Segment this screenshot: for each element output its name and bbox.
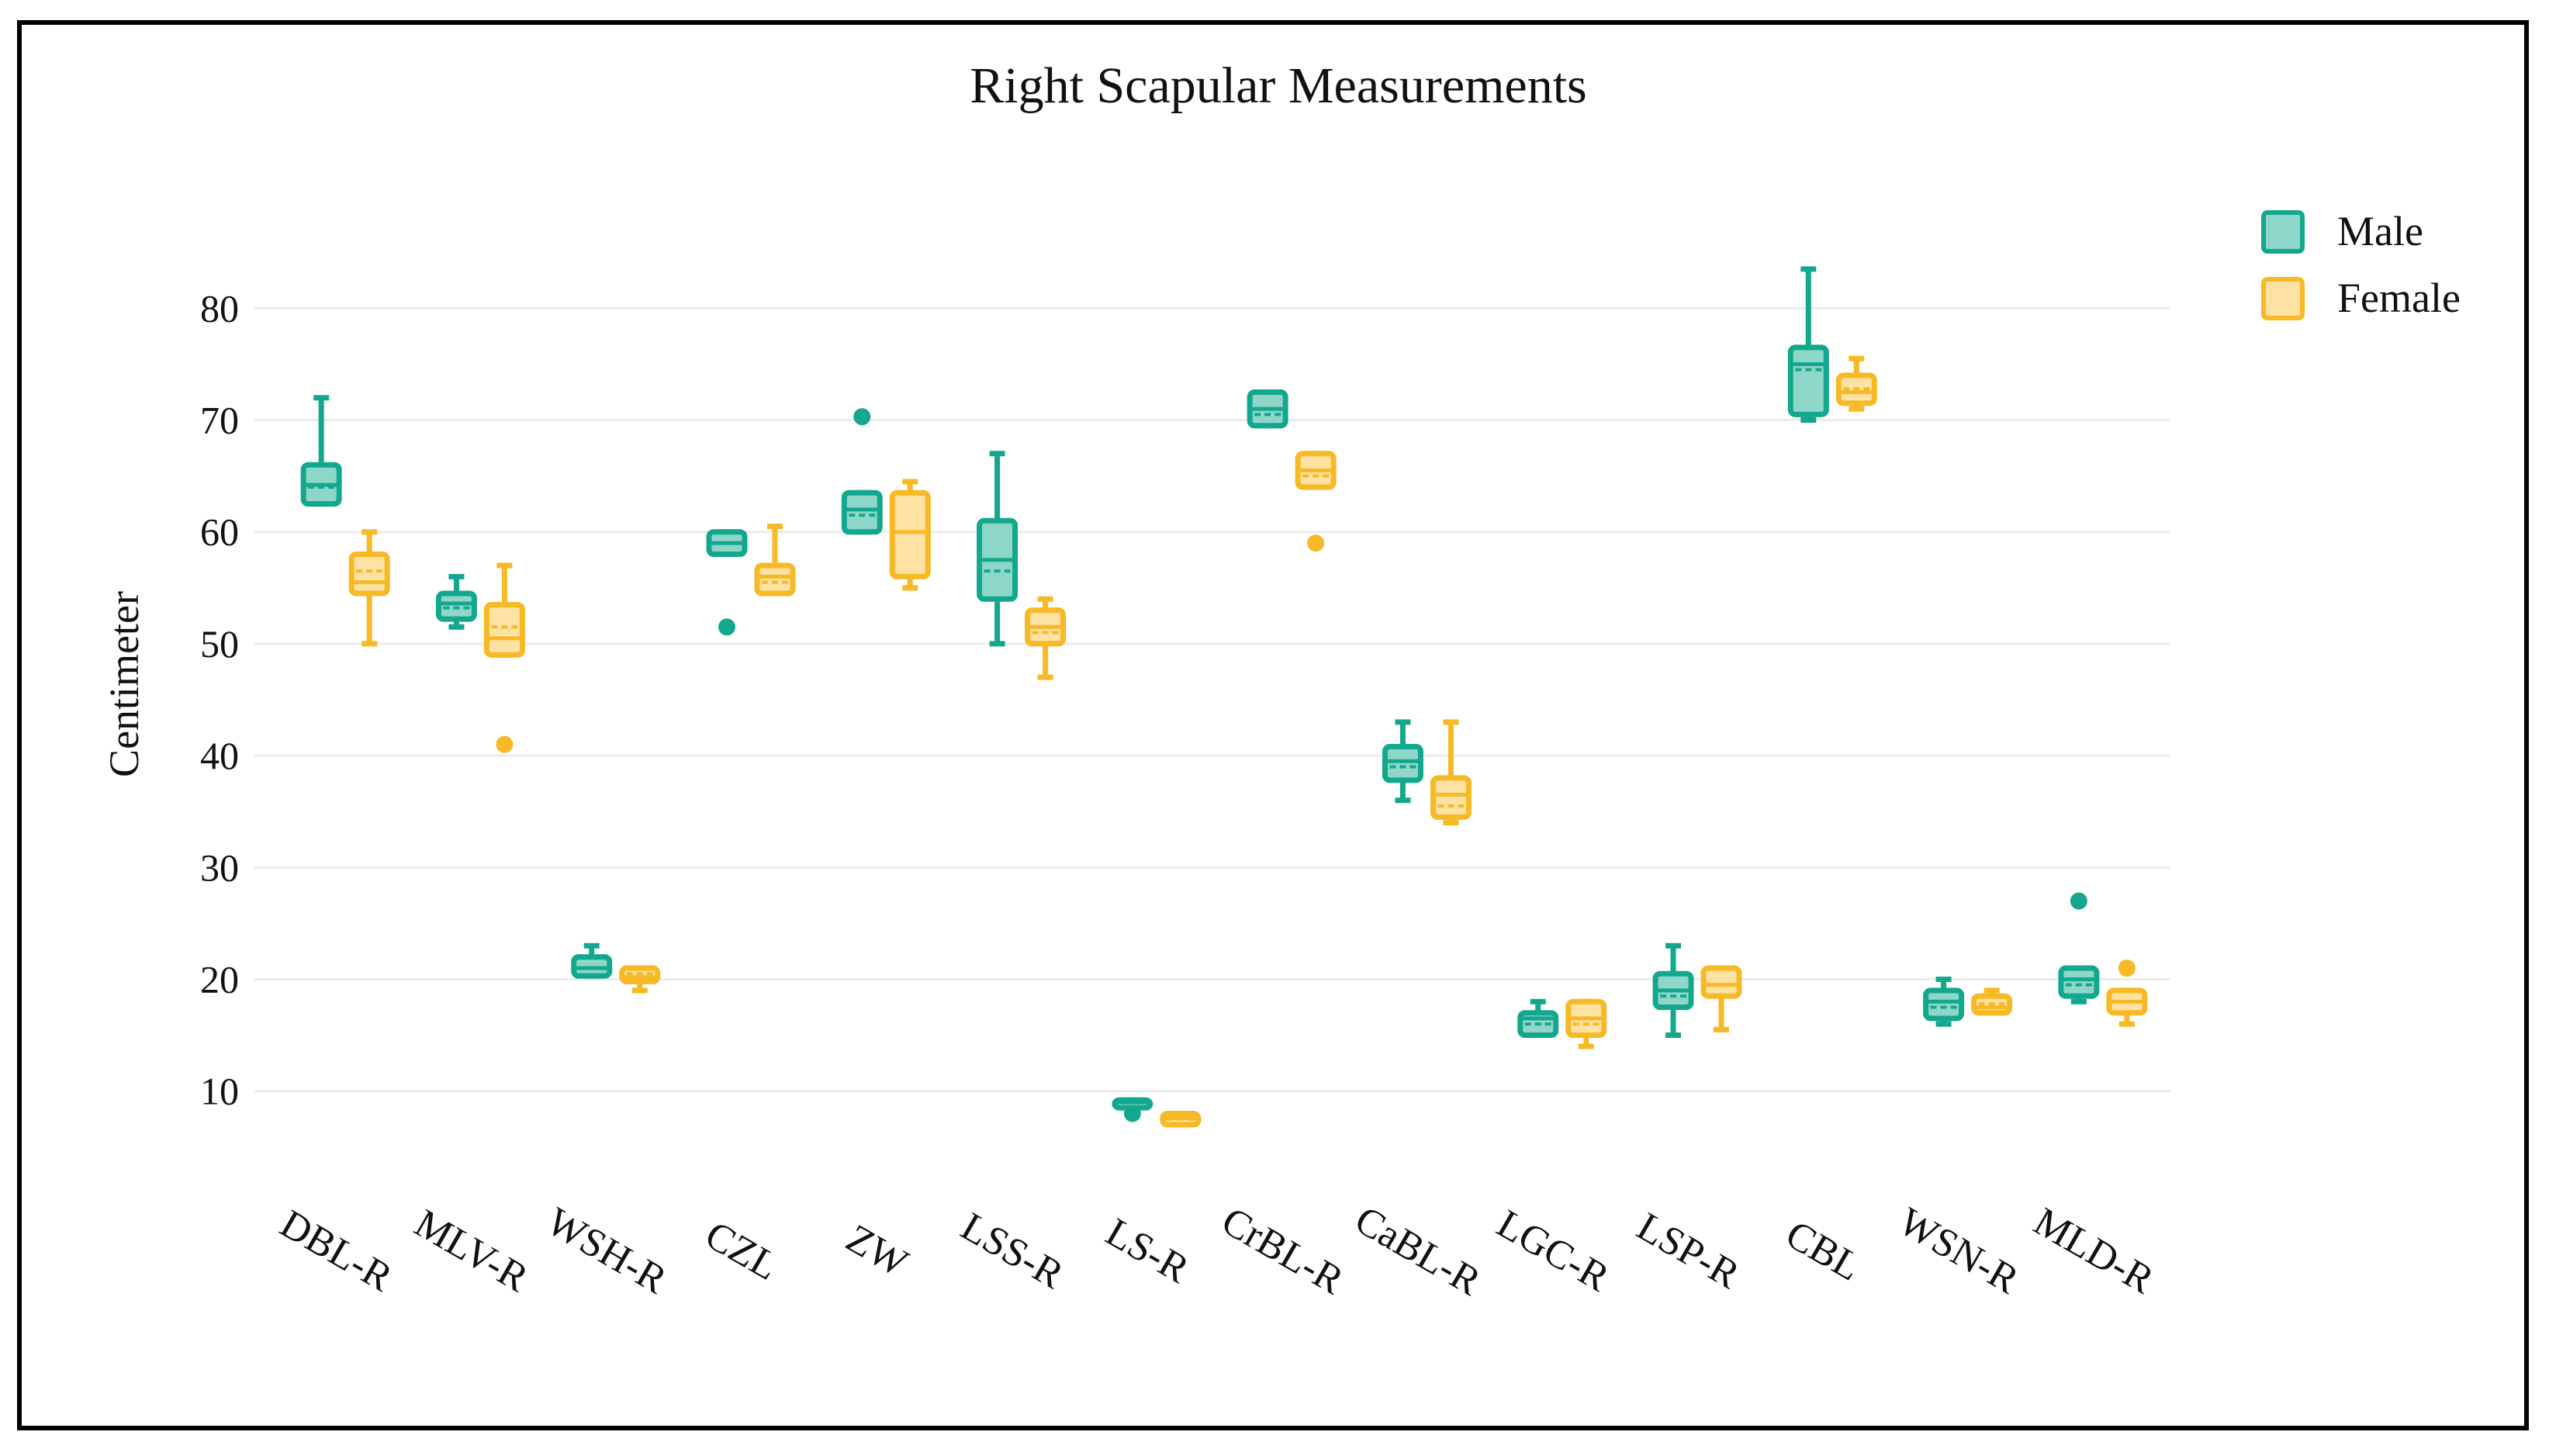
legend-swatch-female <box>2261 277 2305 320</box>
y-tick-label: 10 <box>200 1070 239 1113</box>
outlier-point <box>496 735 514 753</box>
box-male-wsn-r <box>1923 976 1965 1027</box>
iqr-box <box>841 489 883 535</box>
x-tick-label: WSH-R <box>539 1199 674 1302</box>
x-tick-label: WSN-R <box>1891 1199 2026 1302</box>
iqr-box <box>1923 987 1965 1022</box>
box-male-czl <box>706 529 748 636</box>
outlier-point <box>853 408 871 426</box>
box-male-ls-r <box>1112 1097 1153 1122</box>
x-tick-label: LGC-R <box>1489 1202 1617 1301</box>
iqr-box <box>754 562 796 597</box>
iqr-box <box>1382 744 1423 783</box>
box-male-lsp-r <box>1652 942 1694 1039</box>
box-female-zw <box>889 479 931 591</box>
box-female-dbl-r <box>348 529 390 647</box>
x-tick-label: LS-R <box>1098 1210 1196 1292</box>
x-tick-label: CBL <box>1778 1212 1868 1290</box>
iqr-box <box>1430 775 1472 820</box>
y-tick-label: 30 <box>200 846 239 889</box>
outlier-point <box>1307 534 1325 552</box>
x-tick-label: MLV-R <box>407 1202 536 1302</box>
y-tick-label: 20 <box>200 957 239 1001</box>
x-tick-labels: DBL-R MLV-R WSH-R CZL ZW LSS-R LS-R CrBL-RCaBL-… <box>273 1198 2162 1305</box>
iqr-box <box>2058 965 2100 999</box>
box-female-wsh-r <box>619 965 661 994</box>
outlier-point <box>718 618 735 636</box>
x-tick-label: CrBL-R <box>1214 1198 1351 1303</box>
y-tick-label: 80 <box>200 286 239 330</box>
outlier-point <box>2118 960 2136 977</box>
figure-frame: Right Scapular Measurements Centimeter 1… <box>17 20 2529 1430</box>
chart-title: Right Scapular Measurements <box>970 57 1586 114</box>
box-female-czl <box>754 524 796 597</box>
gridlines <box>254 306 2170 1093</box>
box-male-lss-r <box>977 451 1019 647</box>
iqr-box <box>889 489 931 579</box>
y-tick-label: 40 <box>200 734 239 777</box>
box-female-wsn-r <box>1971 987 2013 1016</box>
y-tick-label: 70 <box>200 399 239 442</box>
legend-label: Female <box>2337 275 2461 321</box>
box-female-cbl <box>1835 355 1877 412</box>
x-tick-label: CaBL-R <box>1347 1198 1488 1305</box>
box-female-mlv-r <box>483 562 525 753</box>
x-tick-label: LSP-R <box>1630 1205 1747 1298</box>
outlier-point <box>2070 892 2087 910</box>
x-tick-label: ZW <box>839 1216 915 1286</box>
box-male-lgc-r <box>1517 998 1559 1039</box>
box-female-crbl-r <box>1295 451 1337 552</box>
iqr-box <box>1700 965 1742 999</box>
y-tick-labels: 10 20 30 40 50 60 70 80 <box>200 286 239 1112</box>
legend-swatch-male <box>2261 210 2305 254</box>
box-male-mld-r <box>2058 892 2100 1005</box>
legend-item-female[interactable]: Female <box>2261 275 2461 321</box>
series-female <box>348 355 2148 1128</box>
outlier-point <box>1123 1105 1141 1122</box>
x-tick-label: CZL <box>697 1212 786 1288</box>
box-male-dbl-r <box>300 395 342 507</box>
x-tick-label: DBL-R <box>273 1202 400 1301</box>
iqr-box <box>348 552 390 597</box>
box-female-mld-r <box>2106 960 2148 1027</box>
box-female-lsp-r <box>1700 965 1742 1032</box>
box-series <box>300 266 2148 1128</box>
box-male-cabl-r <box>1382 719 1423 804</box>
box-female-ls-r <box>1160 1110 1202 1128</box>
box-male-mlv-r <box>435 573 477 630</box>
iqr-box <box>1787 344 1829 417</box>
y-axis-label: Centimeter <box>101 591 147 777</box>
box-male-crbl-r <box>1247 389 1288 429</box>
box-female-lgc-r <box>1565 998 1607 1050</box>
iqr-box <box>483 601 525 658</box>
box-female-cabl-r <box>1430 719 1472 826</box>
series-male <box>300 266 2100 1122</box>
x-tick-label: LSS-R <box>953 1205 1070 1298</box>
iqr-box <box>435 590 477 622</box>
box-male-cbl <box>1787 266 1829 424</box>
box-plot-chart: Right Scapular Measurements Centimeter 1… <box>101 57 2461 1305</box>
x-tick-label: MLD-R <box>2026 1199 2161 1302</box>
legend-label: Male <box>2337 208 2423 254</box>
legend-item-male[interactable]: Male <box>2261 208 2423 254</box>
box-female-lss-r <box>1025 596 1067 680</box>
box-male-zw <box>841 408 883 535</box>
y-tick-label: 50 <box>200 622 239 666</box>
box-male-wsh-r <box>571 942 613 979</box>
legend[interactable]: Male Female <box>2261 208 2461 321</box>
y-tick-label: 60 <box>200 510 239 554</box>
